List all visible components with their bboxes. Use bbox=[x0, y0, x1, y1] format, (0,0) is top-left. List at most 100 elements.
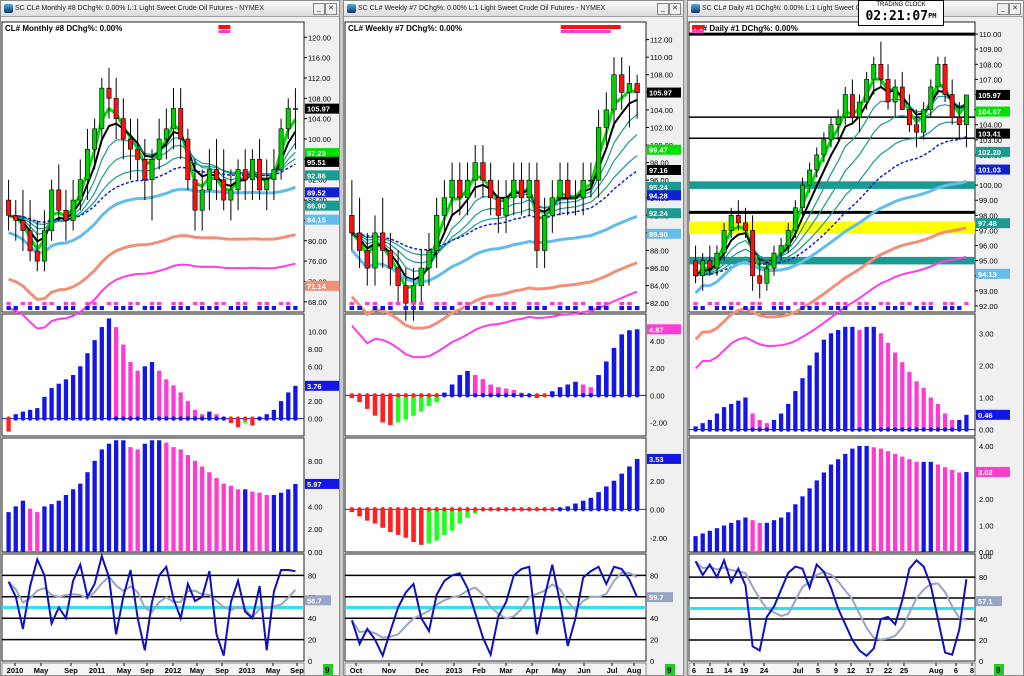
macd-zero-dot bbox=[871, 427, 876, 432]
macd-zero-dot bbox=[707, 427, 713, 432]
price-tag-label: 89.90 bbox=[649, 230, 668, 239]
daily-title-bar[interactable]: SC CL# Daily #1 DChg%: 0.00% L:1 Light S… bbox=[688, 1, 1023, 17]
macd-zero-dot bbox=[42, 416, 47, 421]
price-axis-label: 95.00 bbox=[979, 257, 998, 266]
time-axis-label: 17 bbox=[866, 666, 874, 675]
close-button[interactable]: ✕ bbox=[1009, 3, 1021, 15]
weekly-chart-window[interactable]: SC CL# Weekly #7 DChg%: 0.00% L:1 Light … bbox=[343, 0, 684, 676]
candle-body bbox=[464, 179, 471, 199]
macd-bar bbox=[496, 387, 501, 396]
daily-chart[interactable]: CL# Daily #1 DChg%: 0.00%110.00109.00108… bbox=[688, 16, 1024, 676]
macd-zero-dot bbox=[178, 416, 183, 421]
macd-bar bbox=[99, 327, 104, 419]
candle-body bbox=[735, 215, 741, 224]
hist-bar bbox=[603, 486, 609, 510]
signal-marker bbox=[580, 302, 586, 305]
close-button[interactable]: ✕ bbox=[669, 3, 681, 15]
minimize-button[interactable]: _ bbox=[997, 3, 1009, 15]
macd-bar bbox=[63, 379, 69, 419]
candle-body bbox=[864, 79, 870, 103]
hist-zero-dot bbox=[380, 507, 385, 512]
hist-bar bbox=[92, 460, 97, 552]
macd-zero-dot bbox=[473, 393, 478, 398]
signal-marker bbox=[526, 302, 532, 305]
macd-zero-dot bbox=[457, 393, 463, 398]
macd-zero-dot bbox=[480, 393, 486, 398]
hist-zero-dot bbox=[565, 507, 570, 512]
macd-bar bbox=[850, 326, 855, 430]
time-axis-label: Jul bbox=[607, 666, 618, 675]
last-price-tag bbox=[976, 89, 1010, 100]
signal-marker bbox=[286, 302, 291, 305]
macd-zero-dot bbox=[835, 427, 841, 432]
weekly-title-bar[interactable]: SC CL# Weekly #7 DChg%: 0.00% L:1 Light … bbox=[344, 1, 683, 17]
price-axis-label: 108.00 bbox=[308, 94, 331, 103]
price-axis-label: 102.00 bbox=[650, 123, 673, 132]
price-tag bbox=[305, 200, 339, 211]
time-axis-label: Jul bbox=[793, 666, 804, 675]
macd-bar bbox=[250, 418, 255, 426]
time-axis-label: 25 bbox=[900, 666, 908, 675]
hist-bar bbox=[395, 509, 401, 535]
macd-bar bbox=[596, 375, 601, 396]
candle-body bbox=[503, 197, 509, 216]
signal-marker bbox=[627, 306, 632, 310]
hist-bar bbox=[70, 489, 76, 552]
daily-chart-window[interactable]: SC CL# Daily #1 DChg%: 0.00% L:1 Light S… bbox=[687, 0, 1024, 676]
macd-zero-dot bbox=[588, 393, 594, 398]
signal-marker bbox=[596, 302, 601, 305]
candle-body bbox=[707, 260, 713, 269]
macd-bar bbox=[786, 403, 791, 430]
time-axis-label: May bbox=[552, 666, 567, 675]
support-band bbox=[689, 181, 975, 189]
monthly-chart-window[interactable]: SC CL# Monthly #8 DChg%: 0.00% L:1 Light… bbox=[0, 0, 340, 676]
macd-bar bbox=[935, 403, 941, 430]
signal-marker bbox=[793, 302, 798, 305]
hist-bar bbox=[286, 489, 291, 552]
candle-body bbox=[20, 220, 26, 231]
weekly-chart[interactable]: CL# Weekly #7 DChg%: 0.00% 112.00 110.00 10… bbox=[344, 16, 684, 676]
monthly-title-bar[interactable]: SC CL# Monthly #8 DChg%: 0.00% L:1 Light… bbox=[1, 1, 339, 17]
candle-body bbox=[426, 250, 432, 269]
chart-header: CL# Monthly #8 DChg%: 0.00% bbox=[5, 24, 122, 33]
macd-zero-dot bbox=[293, 416, 298, 421]
candle-body bbox=[764, 267, 770, 284]
hist-bar bbox=[573, 503, 578, 510]
signal-marker bbox=[349, 306, 355, 310]
signal-marker bbox=[235, 306, 241, 310]
macd-zero-dot bbox=[380, 393, 385, 398]
candle-body bbox=[549, 197, 555, 216]
signal-marker bbox=[418, 306, 424, 310]
hist-bar bbox=[627, 466, 632, 510]
time-axis-label: Nov bbox=[382, 666, 397, 675]
price-tag bbox=[647, 181, 681, 192]
macd-zero-dot bbox=[395, 393, 401, 398]
price-tag bbox=[976, 218, 1010, 229]
candle-body bbox=[457, 179, 463, 199]
macd-zero-dot bbox=[764, 427, 770, 432]
minimize-button[interactable]: _ bbox=[657, 3, 669, 15]
time-axis-label: 2013 bbox=[239, 666, 256, 675]
minimize-button[interactable]: _ bbox=[313, 3, 325, 15]
candle-body bbox=[257, 159, 263, 191]
hist-bar bbox=[250, 491, 255, 552]
signal-marker bbox=[480, 306, 486, 310]
macd-bar bbox=[557, 387, 563, 396]
price-tag bbox=[647, 228, 681, 239]
macd-zero-dot bbox=[207, 416, 212, 421]
price-tag bbox=[647, 208, 681, 219]
hist-bar bbox=[921, 461, 926, 552]
monthly-chart[interactable]: CL# Monthly #8 DChg%: 0.00% 120.00 116.00 1… bbox=[1, 16, 340, 676]
hist-bar bbox=[764, 522, 769, 552]
close-button[interactable]: ✕ bbox=[325, 3, 337, 15]
macd-zero-dot bbox=[693, 427, 698, 432]
macd-zero-dot bbox=[171, 416, 176, 421]
macd-bar bbox=[403, 395, 409, 420]
macd-axis-label: 6.00 bbox=[308, 362, 323, 371]
top-signal-marker bbox=[692, 30, 704, 33]
macd-bar bbox=[372, 395, 378, 416]
last-price-label: 105.97 bbox=[978, 91, 1001, 100]
osc-last-tag bbox=[305, 595, 331, 606]
moving-average-line bbox=[694, 255, 967, 370]
macd-zero-dot bbox=[964, 427, 969, 432]
